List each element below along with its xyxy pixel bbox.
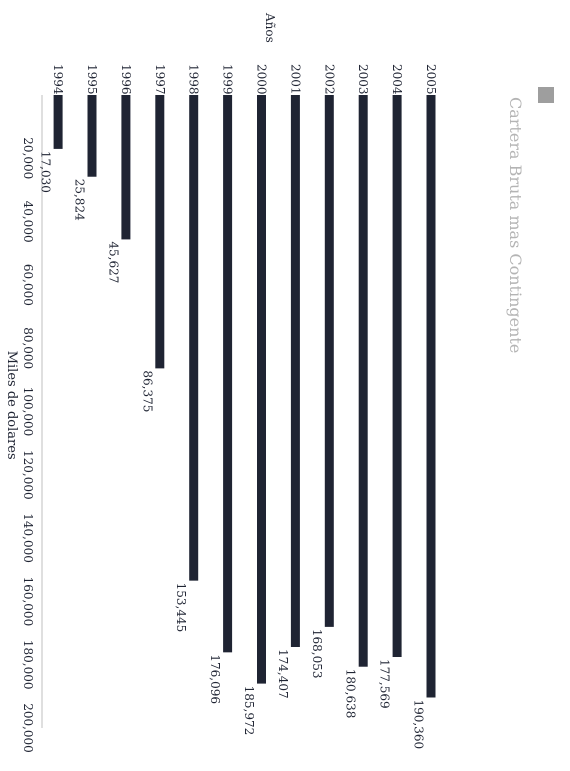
data-label-1998: 153,445 [174,583,188,633]
bars-group [53,95,436,698]
category-label-1995: 1995 [85,64,99,95]
tick-label: 100,000 [21,387,35,437]
category-label-1997: 1997 [153,64,167,95]
bar-2002 [324,95,334,627]
tick-labels: 20,000 40,000 60,000 80,000 100,000 120,000 14… [21,137,35,753]
data-label-2003: 180,638 [344,669,358,719]
tick-label: 180,000 [21,640,35,690]
y-axis-title: Años [263,12,277,43]
x-axis-title: Miles de dolares [4,351,19,460]
bar-2003 [358,95,368,667]
tick-label: 60,000 [21,264,35,306]
category-label-2003: 2003 [356,64,370,95]
data-label-1996: 45,627 [106,241,120,283]
bar-1994 [53,95,63,149]
tick-label: 140,000 [21,513,35,563]
category-label-1996: 1996 [119,64,133,95]
tick-label: 40,000 [21,201,35,243]
data-label-2001: 174,407 [276,649,290,699]
data-label-1994: 17,030 [39,151,53,193]
tick-label: 160,000 [21,577,35,627]
tick-label: 20,000 [21,137,35,179]
data-labels: 17,030 25,824 45,627 86,375 153,445 176,096 18… [39,151,426,749]
bar-2005 [426,95,436,698]
legend: Cartera Bruta mas Contingente [506,87,554,353]
category-label-2001: 2001 [288,64,302,95]
legend-swatch [538,87,554,103]
tick-label: 80,000 [21,327,35,369]
data-label-1999: 176,096 [208,654,222,704]
bar-1996 [121,95,131,240]
chart-plot-area: 1994 1995 1996 1997 1998 1999 2000 2001 2002 2003… [4,12,554,753]
category-label-1998: 1998 [187,64,201,95]
data-label-1997: 86,375 [140,370,154,412]
bar-2000 [257,95,266,684]
category-labels: 1994 1995 1996 1997 1998 1999 2000 2001 2002 2003… [51,64,438,95]
category-label-2002: 2002 [322,64,336,95]
bar-1997 [155,95,165,369]
tick-label: 200,000 [21,703,35,753]
bar-2004 [392,95,402,658]
bar-2001 [290,95,300,647]
category-label-2000: 2000 [255,64,269,95]
bar-1999 [223,95,233,653]
category-label-1994: 1994 [51,64,65,95]
category-label-2005: 2005 [424,64,438,95]
data-label-2005: 190,360 [412,699,426,749]
bar-1998 [189,95,199,581]
category-label-1999: 1999 [221,64,235,95]
data-label-2002: 168,053 [310,629,324,679]
data-label-2004: 177,569 [378,659,392,709]
bar-1995 [87,95,97,177]
category-label-2004: 2004 [390,64,404,95]
tick-label: 120,000 [21,450,35,500]
data-label-1995: 25,824 [73,179,87,221]
legend-label: Cartera Bruta mas Contingente [506,97,525,353]
data-label-2000: 185,972 [242,686,256,736]
